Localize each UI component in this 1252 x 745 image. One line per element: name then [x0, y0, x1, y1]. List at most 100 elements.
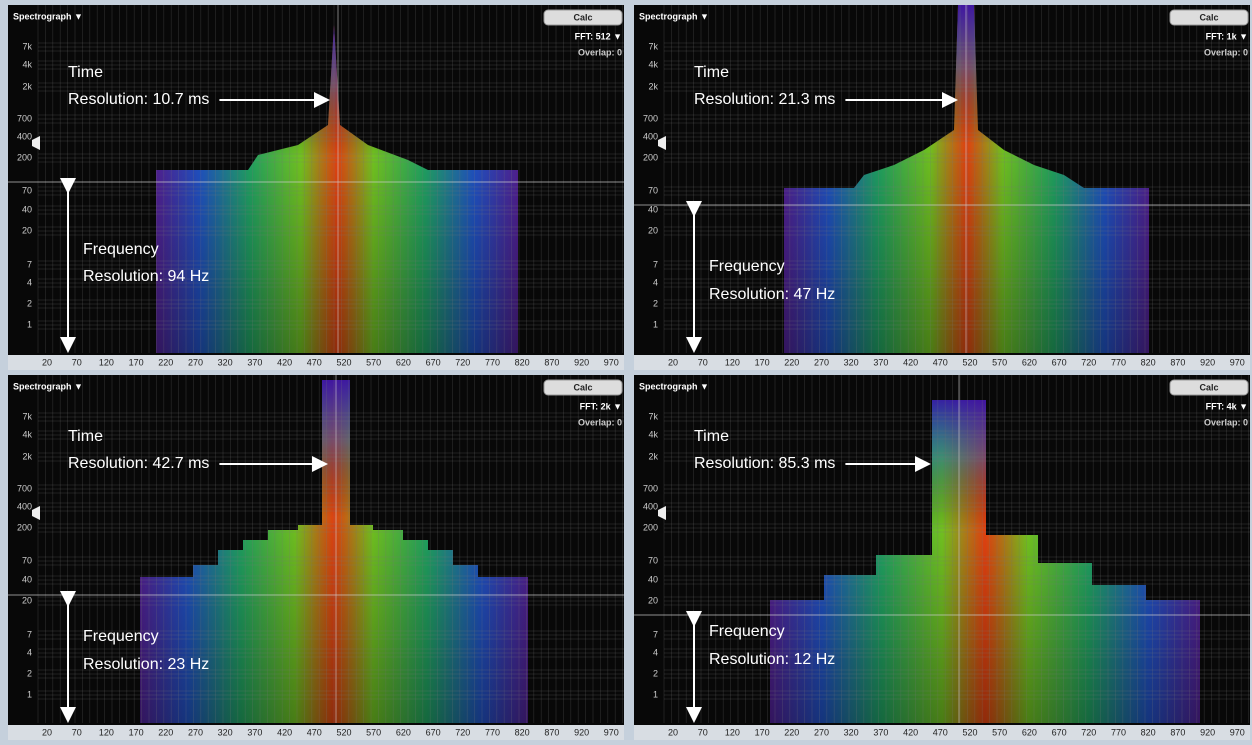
x-tick-label: 170: [755, 727, 770, 737]
x-tick-label: 670: [426, 357, 441, 367]
x-tick-label: 320: [844, 357, 859, 367]
y-tick-label: 4k: [648, 59, 658, 69]
x-tick-label: 170: [129, 727, 144, 737]
y-tick-label: 20: [648, 595, 658, 605]
x-tick-label: 870: [1170, 357, 1185, 367]
fft-size[interactable]: FFT: 512 ▼: [575, 31, 622, 41]
time-resolution: Resolution: 21.3 ms: [694, 91, 835, 108]
calc-button-label[interactable]: Calc: [1199, 12, 1218, 22]
y-tick-label: 4k: [22, 429, 32, 439]
x-tick-label: 770: [485, 727, 500, 737]
y-tick-label: 2: [27, 668, 32, 678]
x-tick-label: 20: [668, 727, 678, 737]
panel-title: Spectrograph ▼: [639, 381, 709, 391]
y-tick-label: 200: [17, 522, 32, 532]
time-label: Time: [68, 64, 103, 81]
x-tick-label: 770: [1111, 727, 1126, 737]
time-resolution: Resolution: 85.3 ms: [694, 455, 835, 472]
overlap: Overlap: 0: [578, 47, 622, 57]
x-tick-label: 620: [1022, 357, 1037, 367]
x-tick-label: 970: [1230, 727, 1245, 737]
spectrograph-panel: 7k4k2k7004002007040207421207012017022027…: [634, 5, 1250, 370]
calc-button-label[interactable]: Calc: [573, 12, 592, 22]
y-tick-label: 7: [653, 259, 658, 269]
x-tick-label: 520: [336, 357, 351, 367]
y-tick-label: 7: [653, 629, 658, 639]
fft-size[interactable]: FFT: 1k ▼: [1206, 31, 1248, 41]
x-tick-label: 320: [218, 727, 233, 737]
frequency-label: Frequency: [83, 241, 159, 258]
time-label: Time: [694, 64, 729, 81]
y-tick-label: 7: [27, 259, 32, 269]
y-tick-label: 700: [17, 483, 32, 493]
x-tick-label: 920: [574, 357, 589, 367]
y-tick-label: 200: [643, 152, 658, 162]
x-tick-label: 920: [1200, 727, 1215, 737]
x-tick-label: 620: [1022, 727, 1037, 737]
x-tick-label: 570: [992, 357, 1007, 367]
x-tick-label: 120: [99, 727, 114, 737]
x-tick-label: 420: [903, 727, 918, 737]
y-tick-label: 4: [27, 277, 32, 287]
frequency-label: Frequency: [709, 623, 785, 640]
y-tick-label: 400: [17, 131, 32, 141]
calc-button-label[interactable]: Calc: [1199, 382, 1218, 392]
y-tick-label: 7: [27, 629, 32, 639]
time-label: Time: [68, 428, 103, 445]
overlap: Overlap: 0: [578, 417, 622, 427]
x-tick-label: 720: [455, 727, 470, 737]
y-tick-label: 2k: [648, 451, 658, 461]
spectrograph-panel: 7k4k2k7004002007040207421207012017022027…: [634, 375, 1250, 740]
y-tick-label: 1: [653, 319, 658, 329]
x-tick-label: 270: [814, 727, 829, 737]
x-tick-label: 470: [933, 727, 948, 737]
x-tick-label: 120: [725, 357, 740, 367]
x-tick-label: 120: [99, 357, 114, 367]
x-tick-label: 420: [277, 357, 292, 367]
x-tick-label: 520: [336, 727, 351, 737]
x-tick-label: 820: [1141, 727, 1156, 737]
x-tick-label: 370: [247, 357, 262, 367]
x-tick-label: 870: [1170, 727, 1185, 737]
x-tick-label: 370: [873, 727, 888, 737]
x-tick-label: 220: [784, 727, 799, 737]
frequency-resolution: Resolution: 47 Hz: [709, 286, 835, 303]
y-tick-label: 200: [643, 522, 658, 532]
y-tick-label: 2: [653, 668, 658, 678]
x-tick-label: 770: [1111, 357, 1126, 367]
x-tick-label: 820: [515, 727, 530, 737]
overlap: Overlap: 0: [1204, 47, 1248, 57]
y-tick-label: 70: [648, 185, 658, 195]
y-tick-label: 70: [648, 555, 658, 565]
x-tick-label: 70: [698, 357, 708, 367]
x-tick-label: 720: [1081, 357, 1096, 367]
x-tick-label: 70: [72, 357, 82, 367]
x-tick-label: 670: [1052, 357, 1067, 367]
x-tick-label: 670: [1052, 727, 1067, 737]
x-tick-label: 870: [544, 357, 559, 367]
overlap: Overlap: 0: [1204, 417, 1248, 427]
x-tick-label: 320: [844, 727, 859, 737]
frequency-resolution: Resolution: 94 Hz: [83, 268, 209, 285]
x-tick-label: 970: [604, 357, 619, 367]
x-tick-label: 370: [873, 357, 888, 367]
y-tick-label: 4k: [648, 429, 658, 439]
panel-title: Spectrograph ▼: [639, 11, 709, 21]
fft-size[interactable]: FFT: 4k ▼: [1206, 401, 1248, 411]
x-tick-label: 70: [72, 727, 82, 737]
y-tick-label: 20: [648, 225, 658, 235]
y-tick-label: 4: [27, 647, 32, 657]
y-tick-label: 1: [27, 319, 32, 329]
x-tick-label: 170: [755, 357, 770, 367]
y-tick-label: 400: [17, 501, 32, 511]
y-tick-label: 200: [17, 152, 32, 162]
x-tick-label: 270: [814, 357, 829, 367]
x-tick-label: 520: [962, 357, 977, 367]
panel-title: Spectrograph ▼: [13, 11, 83, 21]
y-tick-label: 2: [653, 298, 658, 308]
fft-size[interactable]: FFT: 2k ▼: [580, 401, 622, 411]
calc-button-label[interactable]: Calc: [573, 382, 592, 392]
y-tick-label: 40: [22, 204, 32, 214]
y-tick-label: 20: [22, 225, 32, 235]
y-tick-label: 2k: [22, 451, 32, 461]
